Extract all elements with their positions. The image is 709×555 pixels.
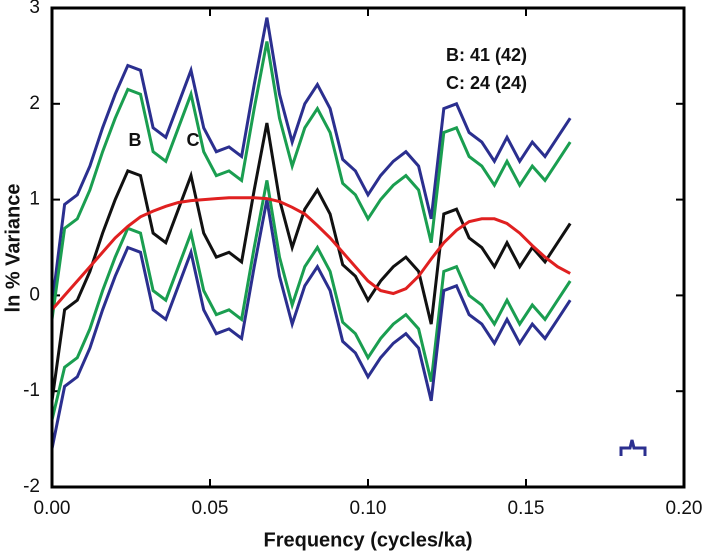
- x-tick-label: 0.10: [350, 498, 387, 519]
- y-axis-label: ln % Variance: [2, 184, 24, 313]
- x-tick-label: 0.20: [666, 498, 703, 519]
- y-tick-label: 2: [29, 93, 40, 114]
- x-tick-label: 0.00: [34, 498, 71, 519]
- annotation: C: [187, 130, 200, 150]
- y-tick-label: 1: [29, 189, 40, 210]
- series-line: [50, 122, 572, 402]
- annotation: C: 24 (24): [446, 73, 527, 93]
- x-tick-label: 0.05: [192, 498, 229, 519]
- x-tick-label: 0.15: [508, 498, 545, 519]
- y-tick-label: 3: [29, 0, 40, 18]
- x-axis-label: Frequency (cycles/ka): [264, 529, 473, 551]
- plot-frame: [50, 6, 686, 489]
- series-line: [50, 180, 572, 421]
- annotation: B: [129, 130, 142, 150]
- series-line: [50, 41, 572, 320]
- series-line: [50, 199, 572, 449]
- y-tick-label: -1: [23, 380, 40, 401]
- annotation: B: 41 (42): [446, 45, 527, 65]
- bandwidth-marker: [619, 439, 647, 456]
- y-tick-label: -2: [23, 476, 40, 497]
- series-line: [50, 17, 572, 306]
- series-line: [50, 196, 571, 311]
- y-tick-label: 0: [29, 284, 40, 305]
